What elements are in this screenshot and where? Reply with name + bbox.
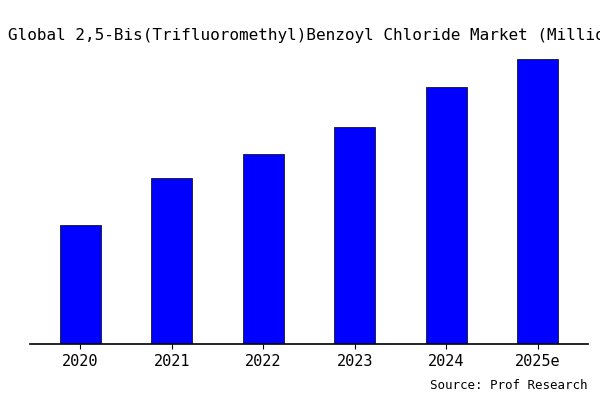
- Bar: [243, 154, 284, 344]
- Bar: [517, 59, 558, 344]
- Text: Global 2,5-Bis(Trifluoromethyl)Benzoyl Chloride Market (Million USD): Global 2,5-Bis(Trifluoromethyl)Benzoyl C…: [8, 28, 600, 43]
- Bar: [425, 87, 467, 344]
- Bar: [151, 178, 193, 344]
- Bar: [334, 126, 375, 344]
- Bar: [60, 226, 101, 344]
- Text: Source: Prof Research: Source: Prof Research: [431, 379, 588, 392]
